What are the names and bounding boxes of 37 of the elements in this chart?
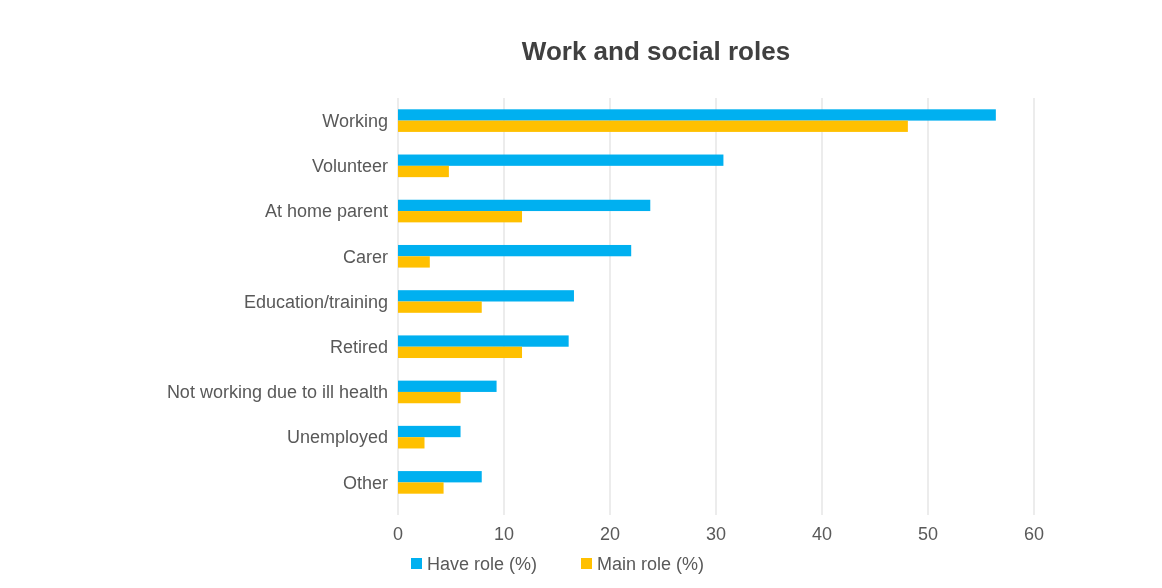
y-tick-label: Working <box>322 110 388 131</box>
x-tick-label: 0 <box>392 524 404 544</box>
bar <box>398 199 651 212</box>
y-tick-label: Retired <box>329 337 388 358</box>
bar <box>398 335 569 347</box>
y-tick-label: At home parent <box>264 201 388 222</box>
bar <box>398 256 430 268</box>
bar <box>398 165 449 178</box>
x-tick-label: 40 <box>811 524 833 544</box>
x-tick-label: 60 <box>1023 524 1045 544</box>
bar <box>398 346 523 359</box>
bar <box>398 437 425 449</box>
bar <box>398 471 482 483</box>
chart-title: Work and social roles <box>521 36 791 66</box>
bar <box>398 482 444 494</box>
bar <box>398 154 724 166</box>
bar <box>398 391 461 404</box>
y-tick-label: Other <box>342 472 388 493</box>
x-tick-label: 10 <box>493 524 515 544</box>
bar <box>398 244 632 257</box>
bar <box>398 211 523 223</box>
x-tick-label: 30 <box>705 524 727 544</box>
x-tick-label: 50 <box>917 524 939 544</box>
y-tick-label: Carer <box>342 246 388 267</box>
legend-label: Main role (%) <box>597 554 705 575</box>
y-tick-label: Not working due to ill health <box>166 382 388 403</box>
y-tick-label: Unemployed <box>286 427 388 448</box>
y-tick-label: Education/training <box>243 291 388 312</box>
y-tick-label: Volunteer <box>311 156 388 177</box>
bar <box>398 109 996 121</box>
bar <box>398 380 497 392</box>
x-tick-label: 20 <box>599 524 621 544</box>
bar <box>398 425 461 438</box>
bar <box>398 290 574 302</box>
bar <box>398 301 482 313</box>
legend-label: Have role (%) <box>427 554 538 575</box>
bar <box>398 120 908 132</box>
